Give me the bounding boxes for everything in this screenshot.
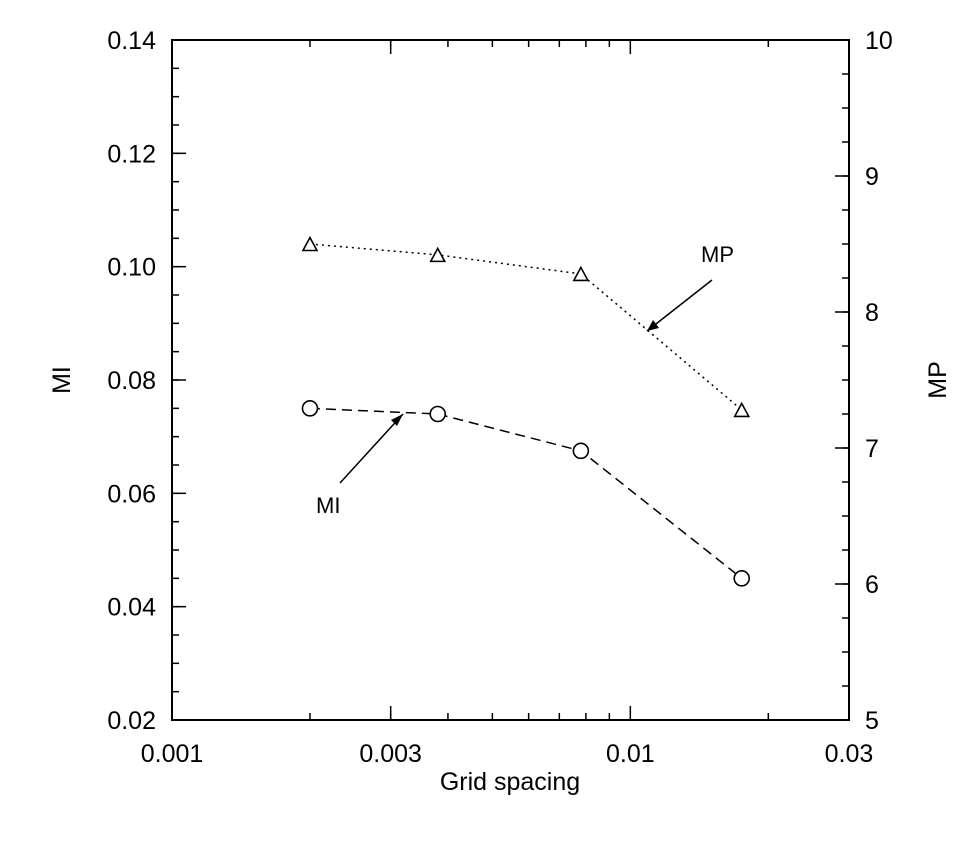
right-y-tick-label: 5 xyxy=(865,707,879,735)
mp-series-line xyxy=(309,243,743,411)
right-y-tick-label: 9 xyxy=(865,163,879,191)
mp-arrowhead xyxy=(647,320,659,331)
left-y-tick-label: 0.10 xyxy=(107,254,156,282)
left-y-tick-label: 0.14 xyxy=(107,27,156,55)
mp-annotation-arrow xyxy=(646,279,713,332)
mp-point xyxy=(301,235,319,252)
mi-arrowhead xyxy=(391,414,403,426)
mi-annotation-arrow xyxy=(339,413,404,484)
left-y-tick-label: 0.12 xyxy=(107,140,156,168)
mi-annotation-label: MI xyxy=(316,493,340,518)
mi-point xyxy=(572,442,590,460)
left-y-tick-label: 0.06 xyxy=(107,480,156,508)
mp-point xyxy=(733,401,751,418)
left-y-tick-label: 0.02 xyxy=(107,707,156,735)
right-y-axis-title: MP xyxy=(924,361,952,399)
right-y-tick-label: 7 xyxy=(865,435,879,463)
mi-series-line xyxy=(309,407,743,579)
annotations: MI MP xyxy=(316,242,734,518)
major-ticks xyxy=(171,39,850,721)
x-tick-label: 0.003 xyxy=(359,740,422,768)
right-y-tick-label: 10 xyxy=(865,27,893,55)
mp-point xyxy=(572,265,590,282)
series-markers xyxy=(301,235,751,587)
left-y-axis-title: MI xyxy=(48,366,76,394)
mi-point xyxy=(733,570,751,587)
minor-ticks xyxy=(172,39,850,721)
left-y-tick-labels: 0.02 0.04 0.06 0.08 0.10 0.12 0.14 xyxy=(107,27,156,735)
series-lines xyxy=(309,243,743,579)
x-tick-label: 0.001 xyxy=(141,740,204,768)
mp-point xyxy=(429,246,447,263)
left-y-tick-label: 0.08 xyxy=(107,367,156,395)
x-tick-label: 0.01 xyxy=(606,740,655,768)
right-y-tick-label: 8 xyxy=(865,299,879,327)
mi-point xyxy=(429,405,447,423)
x-tick-labels: 0.001 0.003 0.01 0.03 xyxy=(141,740,874,768)
mp-annotation-label: MP xyxy=(701,242,734,267)
right-y-tick-labels: 5 6 7 8 9 10 xyxy=(865,27,893,735)
left-y-tick-label: 0.04 xyxy=(107,594,156,622)
x-tick-label: 0.03 xyxy=(825,740,874,768)
right-y-tick-label: 6 xyxy=(865,571,879,599)
mi-point xyxy=(301,400,319,417)
x-axis-title: Grid spacing xyxy=(440,768,580,796)
plot-frame xyxy=(171,39,850,721)
